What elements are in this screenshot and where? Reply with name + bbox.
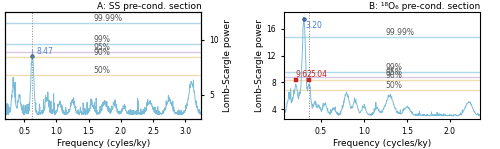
Text: 90%: 90% (386, 71, 402, 80)
Text: 50%: 50% (386, 81, 402, 90)
X-axis label: Frequency (cyles/ky): Frequency (cyles/ky) (56, 139, 150, 148)
Y-axis label: Lomb-Scargle power: Lomb-Scargle power (254, 19, 264, 112)
Text: 3.20: 3.20 (306, 21, 322, 30)
X-axis label: Frequency (cycles/ky): Frequency (cycles/ky) (332, 139, 431, 148)
Text: 90%: 90% (94, 48, 110, 57)
Text: 99%: 99% (94, 35, 110, 44)
Y-axis label: Lomb-Scargle power: Lomb-Scargle power (222, 19, 232, 112)
Text: B: ¹⁸O₆ pre-cond. section: B: ¹⁸O₆ pre-cond. section (369, 2, 480, 11)
Text: 50%: 50% (94, 66, 110, 75)
Text: 5.04: 5.04 (310, 70, 327, 79)
Text: 99.99%: 99.99% (386, 28, 415, 37)
Text: 95%: 95% (94, 43, 110, 52)
Text: 8.47: 8.47 (36, 47, 53, 56)
Text: 99%: 99% (386, 63, 402, 72)
Text: A: SS pre-cond. section: A: SS pre-cond. section (96, 2, 202, 11)
Text: 95%: 95% (386, 68, 402, 77)
Text: 99.99%: 99.99% (94, 14, 122, 23)
Text: 9.62: 9.62 (296, 70, 312, 79)
